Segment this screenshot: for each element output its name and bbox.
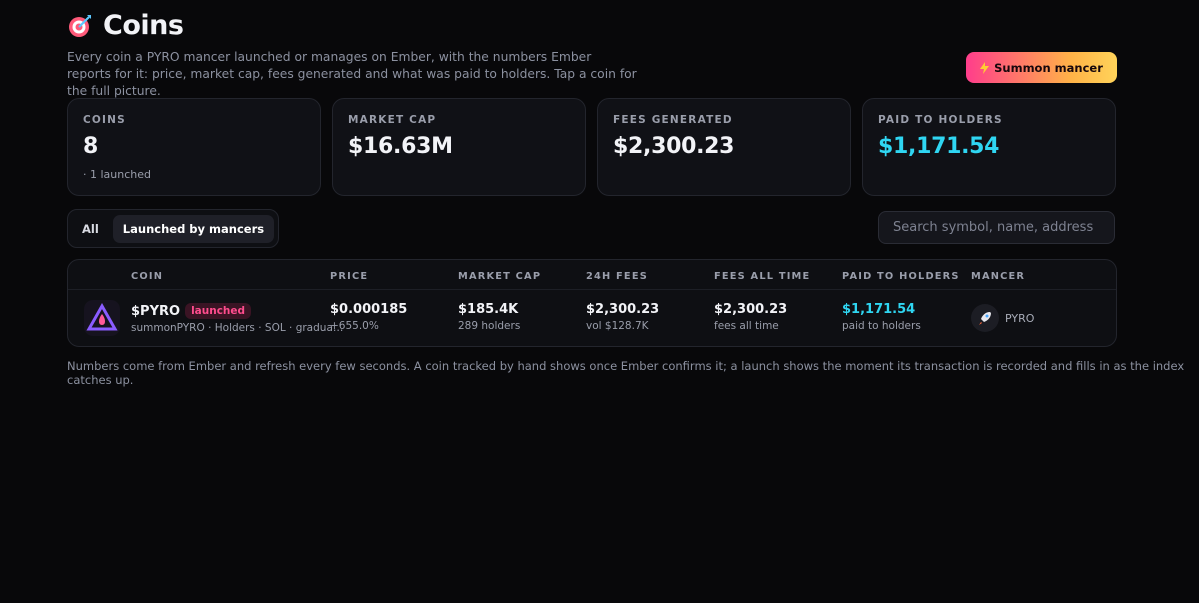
fees-all-time-cell: $2,300.23 fees all time: [714, 302, 787, 332]
paid-to-holders: $1,171.54: [842, 302, 916, 317]
column-header: PAID TO HOLDERS: [842, 271, 960, 282]
coin-logo: [84, 300, 120, 336]
stat-card: MARKET CAP $16.63M: [332, 98, 586, 196]
stat-value: $2,300.23: [613, 134, 735, 159]
button-icon: [980, 61, 990, 74]
coin-symbol: $PYRO: [131, 304, 181, 319]
column-header: PRICE: [330, 271, 369, 282]
filter-tabs: All Launched by mancers: [67, 209, 280, 248]
stat-card: PAID TO HOLDERS $1,171.54: [862, 98, 1116, 196]
button-label[interactable]: Summon mancer: [994, 60, 1103, 75]
page-title: Coins: [103, 10, 184, 41]
stat-value: 8: [83, 134, 99, 159]
coin-cell: $PYRO launched summonPYRO · Holders · SOL…: [131, 300, 344, 334]
stat-card: FEES GENERATED $2,300.23: [597, 98, 851, 196]
price-cell: $0.000185 +655.0%: [330, 302, 407, 332]
fees-24h-cell: $2,300.23 vol $128.7K: [586, 302, 659, 332]
coin-subtitle: summonPYRO · Holders · SOL · gradua…: [131, 322, 344, 334]
price: $0.000185: [330, 302, 408, 317]
search-input[interactable]: Search symbol, name, address: [878, 211, 1115, 244]
stat-value: $1,171.54: [878, 134, 1000, 159]
column-header: COIN: [131, 271, 164, 282]
coin-table: COIN PRICE MARKET CAP 24H FEES FEES ALL …: [67, 259, 1117, 347]
title-icon: [69, 14, 91, 37]
holders: 289 holders: [458, 320, 521, 332]
column-header: FEES ALL TIME: [714, 271, 811, 282]
stat-card: COINS 8 · 1 launched: [67, 98, 321, 196]
mancer-name: PYRO: [1005, 311, 1035, 325]
stat-note: · 1 launched: [83, 168, 151, 181]
filter-tab[interactable]: All: [82, 221, 99, 236]
divider: [68, 289, 1116, 290]
stat-value: $16.63M: [348, 134, 453, 159]
paid-cell: $1,171.54 paid to holders: [842, 302, 921, 332]
description: Every coin a PYRO mancer launched or man…: [67, 50, 637, 98]
mancer-cell: PYRO: [971, 304, 1034, 332]
mancer-avatar: [971, 304, 999, 332]
column-header: 24H FEES: [586, 271, 648, 282]
filter-tab[interactable]: Launched by mancers: [112, 214, 275, 243]
fees-24h: $2,300.23: [586, 302, 660, 317]
launched-badge: launched: [185, 303, 252, 319]
market-cap: $185.4K: [458, 302, 519, 317]
column-header: MANCER: [971, 271, 1026, 282]
footer-note: Numbers come from Ember and refresh ever…: [67, 359, 1185, 387]
market-cap-cell: $185.4K 289 holders: [458, 302, 520, 332]
price-change: +655.0%: [330, 320, 379, 332]
stat-label: COINS: [83, 114, 126, 126]
paid-note: paid to holders: [842, 320, 921, 332]
fees-all-time-note: fees all time: [714, 320, 779, 332]
stat-label: MARKET CAP: [348, 114, 437, 126]
column-header: MARKET CAP: [458, 271, 542, 282]
header: Coins: [67, 10, 184, 41]
stat-label: FEES GENERATED: [613, 114, 733, 126]
fees-all-time: $2,300.23: [714, 302, 788, 317]
stat-label: PAID TO HOLDERS: [878, 114, 1003, 126]
summon-button[interactable]: Summon mancer: [966, 52, 1117, 83]
volume: vol $128.7K: [586, 320, 649, 332]
